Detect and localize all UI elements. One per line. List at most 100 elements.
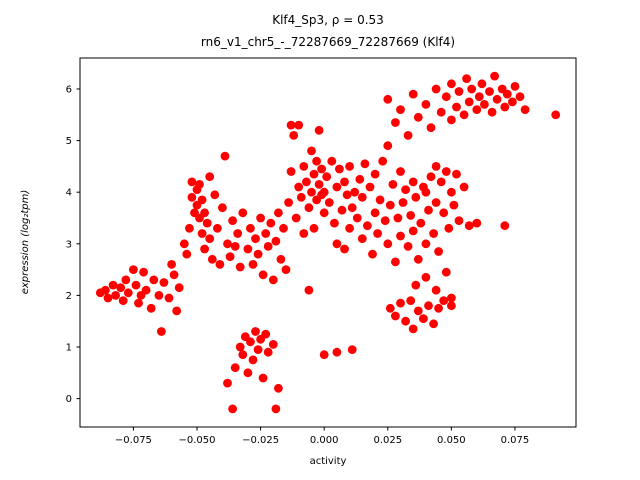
scatter-point bbox=[391, 311, 400, 321]
scatter-point bbox=[299, 229, 309, 238]
scatter-point bbox=[490, 71, 499, 81]
scatter-point bbox=[441, 267, 451, 277]
scatter-point bbox=[393, 213, 403, 223]
scatter-point bbox=[330, 218, 339, 228]
scatter-point bbox=[350, 187, 360, 197]
scatter-point bbox=[373, 229, 382, 238]
scatter-point bbox=[289, 131, 299, 140]
scatter-point bbox=[383, 239, 393, 249]
scatter-point bbox=[411, 192, 421, 202]
scatter-point bbox=[286, 167, 296, 176]
scatter-point bbox=[243, 368, 253, 378]
scatter-point bbox=[413, 306, 423, 316]
scatter-point bbox=[375, 195, 385, 205]
scatter-point bbox=[205, 172, 215, 182]
scatter-point bbox=[426, 123, 436, 133]
scatter-point bbox=[347, 203, 357, 213]
scatter-point bbox=[347, 345, 357, 354]
scatter-point bbox=[431, 84, 441, 94]
scatter-point bbox=[322, 172, 332, 182]
scatter-point bbox=[421, 239, 431, 249]
scatter-point bbox=[202, 218, 212, 228]
scatter-point bbox=[408, 226, 418, 236]
scatter-point bbox=[335, 164, 344, 174]
scatter-point bbox=[296, 192, 306, 202]
scatter-point bbox=[421, 187, 431, 197]
y-tick-label: 0 bbox=[66, 394, 72, 405]
scatter-point bbox=[246, 337, 255, 347]
scatter-point bbox=[248, 260, 258, 269]
scatter-point bbox=[424, 301, 433, 311]
scatter-point bbox=[411, 280, 421, 290]
scatter-point bbox=[406, 296, 416, 305]
x-tick-label: 0.050 bbox=[437, 435, 466, 446]
scatter-point bbox=[391, 118, 400, 127]
scatter-point bbox=[248, 355, 258, 365]
scatter-point bbox=[408, 177, 418, 187]
scatter-point bbox=[380, 216, 390, 226]
scatter-point bbox=[327, 156, 337, 166]
scatter-point bbox=[332, 347, 342, 357]
scatter-point bbox=[235, 342, 245, 352]
scatter-point bbox=[103, 293, 113, 303]
scatter-point bbox=[304, 203, 314, 213]
scatter-point bbox=[403, 131, 413, 140]
scatter-point bbox=[413, 112, 423, 122]
scatter-point bbox=[413, 254, 423, 264]
scatter-point bbox=[274, 208, 283, 218]
scatter-point bbox=[431, 285, 441, 295]
scatter-point bbox=[121, 275, 131, 285]
scatter-point bbox=[500, 102, 510, 112]
scatter-point bbox=[108, 280, 118, 290]
scatter-point bbox=[357, 192, 367, 202]
scatter-point bbox=[429, 229, 438, 238]
scatter-point bbox=[213, 223, 222, 233]
y-axis-label: expression (log₂tpm) bbox=[20, 190, 31, 295]
scatter-point bbox=[111, 291, 120, 300]
scatter-point bbox=[345, 162, 354, 171]
scatter-point bbox=[421, 100, 431, 109]
scatter-point bbox=[319, 187, 329, 197]
y-tick-label: 4 bbox=[66, 188, 72, 199]
scatter-point bbox=[365, 182, 375, 192]
scatter-point bbox=[480, 100, 489, 109]
scatter-point bbox=[447, 301, 456, 311]
scatter-point bbox=[307, 187, 316, 197]
scatter-point bbox=[332, 182, 342, 192]
scatter-point bbox=[253, 249, 263, 259]
scatter-point bbox=[271, 404, 281, 414]
scatter-point bbox=[238, 350, 248, 360]
scatter-point bbox=[391, 257, 400, 267]
scatter-point bbox=[276, 254, 286, 264]
scatter-point bbox=[426, 172, 436, 182]
scatter-point bbox=[419, 314, 428, 323]
scatter-point bbox=[398, 198, 408, 207]
plot-title-line1: Klf4_Sp3, ρ = 0.53 bbox=[272, 13, 384, 27]
scatter-point bbox=[408, 324, 418, 334]
scatter-point bbox=[307, 146, 316, 156]
scatter-point bbox=[139, 267, 149, 277]
scatter-point bbox=[396, 167, 405, 176]
scatter-point bbox=[263, 347, 273, 357]
scatter-point bbox=[492, 94, 502, 104]
scatter-point bbox=[187, 177, 197, 187]
scatter-point bbox=[447, 115, 456, 125]
scatter-point bbox=[462, 74, 471, 83]
scatter-point bbox=[515, 92, 525, 102]
scatter-point bbox=[185, 223, 194, 233]
scatter-point bbox=[291, 213, 301, 223]
scatter-point bbox=[251, 234, 260, 244]
scatter-point bbox=[134, 298, 143, 308]
scatter-point bbox=[447, 79, 456, 89]
scatter-point bbox=[286, 120, 296, 130]
scatter-point bbox=[355, 174, 365, 184]
scatter-point bbox=[149, 275, 159, 285]
scatter-point bbox=[274, 383, 283, 393]
scatter-point bbox=[401, 316, 410, 326]
scatter-point bbox=[429, 319, 438, 329]
scatter-point bbox=[223, 239, 232, 249]
scatter-point bbox=[474, 92, 484, 102]
scatter-point bbox=[258, 270, 268, 280]
scatter-point bbox=[406, 211, 416, 220]
scatter-point bbox=[319, 208, 329, 218]
